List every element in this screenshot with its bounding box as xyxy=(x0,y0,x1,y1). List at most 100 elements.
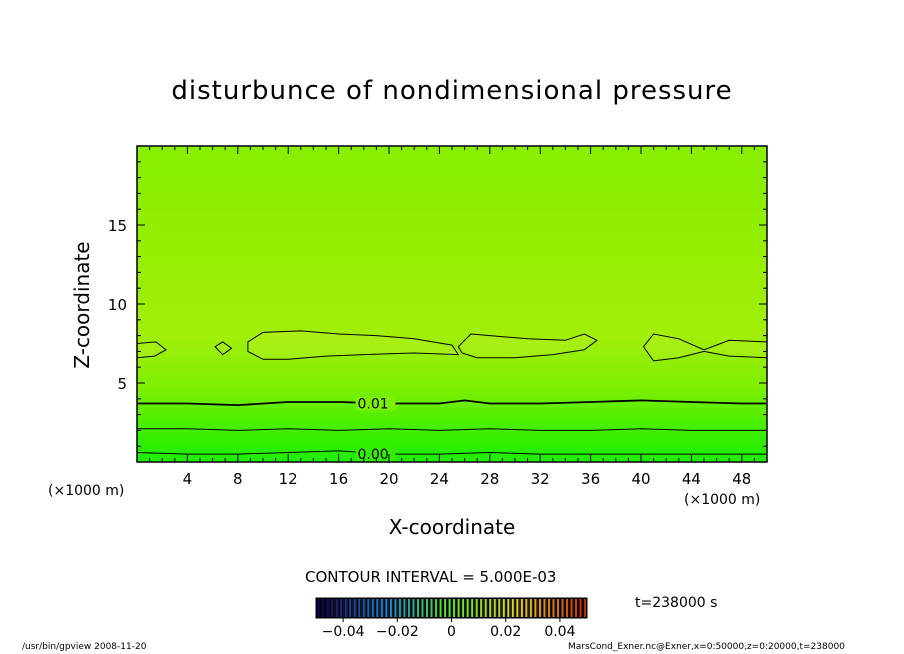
colorbar-stripe xyxy=(349,599,352,617)
colorbar-stripe xyxy=(507,599,510,617)
closed-contour xyxy=(247,330,460,360)
colorbar-stripe xyxy=(457,599,460,617)
colorbar-stripe xyxy=(511,599,514,617)
colorbar-stripe xyxy=(584,599,587,617)
x-tick-label: 48 xyxy=(732,470,751,488)
contour-interval-text: CONTOUR INTERVAL = 5.000E-03 xyxy=(305,568,557,586)
x-axis-label: X-coordinate xyxy=(388,515,516,539)
time-label: t=238000 s xyxy=(635,595,718,611)
contour-line xyxy=(137,428,767,431)
x-axis-unit-label-left: (×1000 m) xyxy=(48,483,125,499)
colorbar-stripe xyxy=(389,599,392,617)
y-tick-label: 10 xyxy=(108,296,127,314)
colorbar-stripe xyxy=(462,599,465,617)
colorbar-stripe xyxy=(529,599,532,617)
colorbar-stripe xyxy=(475,599,478,617)
colorbar-stripe xyxy=(362,599,365,617)
colorbar-stripe xyxy=(498,599,501,617)
colorbar-stripe xyxy=(502,599,505,617)
colorbar-stripe xyxy=(376,599,379,617)
colorbar-stripe xyxy=(380,599,383,617)
colorbar-stripe xyxy=(516,599,519,617)
x-tick-label: 12 xyxy=(279,470,298,488)
colorbar-stripe xyxy=(371,599,374,617)
colorbar-tick-label: −0.04 xyxy=(322,624,365,640)
x-tick-label: 4 xyxy=(183,470,193,488)
x-tick-label: 36 xyxy=(581,470,600,488)
colorbar-stripe xyxy=(552,599,555,617)
colorbar-stripe xyxy=(430,599,433,617)
colorbar-stripe xyxy=(322,599,325,617)
colorbar-stripe xyxy=(448,599,451,617)
colorbar-stripe xyxy=(398,599,401,617)
colorbar-stripe xyxy=(534,599,537,617)
colorbar-stripe xyxy=(466,599,469,617)
colorbar-stripe xyxy=(403,599,406,617)
colorbar-stripe xyxy=(561,599,564,617)
x-tick-label: 28 xyxy=(480,470,499,488)
colorbar-stripe xyxy=(579,599,582,617)
colorbar-stripe xyxy=(394,599,397,617)
footer-data-source: MarsCond_Exner.nc@Exner,x=0:50000,z=0:20… xyxy=(568,642,845,652)
colorbar-stripe xyxy=(570,599,573,617)
y-tick-label: 15 xyxy=(108,217,127,235)
colorbar-stripe xyxy=(421,599,424,617)
colorbar-stripe xyxy=(317,599,320,617)
colorbar-stripe xyxy=(412,599,415,617)
contour-label: 0.01 xyxy=(358,397,389,413)
closed-contour xyxy=(214,341,233,356)
colorbar-stripe xyxy=(471,599,474,617)
colorbar-stripe xyxy=(444,599,447,617)
x-axis-unit-label-right: (×1000 m) xyxy=(684,492,761,508)
x-tick-label: 24 xyxy=(430,470,449,488)
colorbar-stripe xyxy=(385,599,388,617)
colorbar-stripe xyxy=(416,599,419,617)
field-fill xyxy=(137,146,767,462)
colorbar-stripe xyxy=(344,599,347,617)
colorbar-stripe xyxy=(493,599,496,617)
colorbar-tick-label: 0.04 xyxy=(544,624,575,640)
chart-title: disturbunce of nondimensional pressure xyxy=(171,76,733,106)
colorbar-stripe xyxy=(543,599,546,617)
colorbar-tick-label: 0.02 xyxy=(490,624,521,640)
closed-contour xyxy=(457,333,598,359)
colorbar-stripe xyxy=(358,599,361,617)
colorbar-stripe xyxy=(547,599,550,617)
x-tick-label: 8 xyxy=(233,470,243,488)
colorbar-stripe xyxy=(439,599,442,617)
colorbar-stripe xyxy=(538,599,541,617)
colorbar-stripe xyxy=(435,599,438,617)
colorbar-stripe xyxy=(565,599,569,617)
x-tick-label: 20 xyxy=(379,470,398,488)
y-axis-label: Z-coordinate xyxy=(70,241,94,369)
colorbar-stripe xyxy=(326,599,329,617)
colorbar-stripe xyxy=(520,599,523,617)
contour-line xyxy=(137,399,767,407)
colorbar-stripe xyxy=(340,599,343,617)
colorbar-stripe xyxy=(575,599,578,617)
colorbar-stripe xyxy=(335,599,338,617)
colorbar-tick-label: −0.02 xyxy=(376,624,419,640)
contour-line xyxy=(136,450,767,455)
colorbar-stripe xyxy=(556,599,559,617)
colorbar-stripe xyxy=(425,599,429,617)
y-tick-label: 5 xyxy=(117,375,127,393)
colorbar-stripe xyxy=(480,599,483,617)
x-tick-label: 44 xyxy=(682,470,701,488)
colorbar-stripe xyxy=(489,599,492,617)
colorbar-stripe xyxy=(453,599,456,617)
colorbar-stripe xyxy=(407,599,410,617)
x-tick-label: 16 xyxy=(329,470,348,488)
colorbar-tick-label: 0 xyxy=(447,624,456,640)
colorbar-stripe xyxy=(331,599,334,617)
footer-program-date: /usr/bin/gpview 2008-11-20 xyxy=(22,642,147,652)
x-tick-label: 32 xyxy=(531,470,550,488)
contour-label-bg xyxy=(355,447,396,462)
contour-label: 0.00 xyxy=(358,447,389,463)
colorbar-stripe xyxy=(484,599,487,617)
colorbar-stripe xyxy=(525,599,528,617)
colorbar-stripe xyxy=(353,599,356,617)
colorbar-stripe xyxy=(367,599,370,617)
contour-label-bg xyxy=(355,396,396,411)
